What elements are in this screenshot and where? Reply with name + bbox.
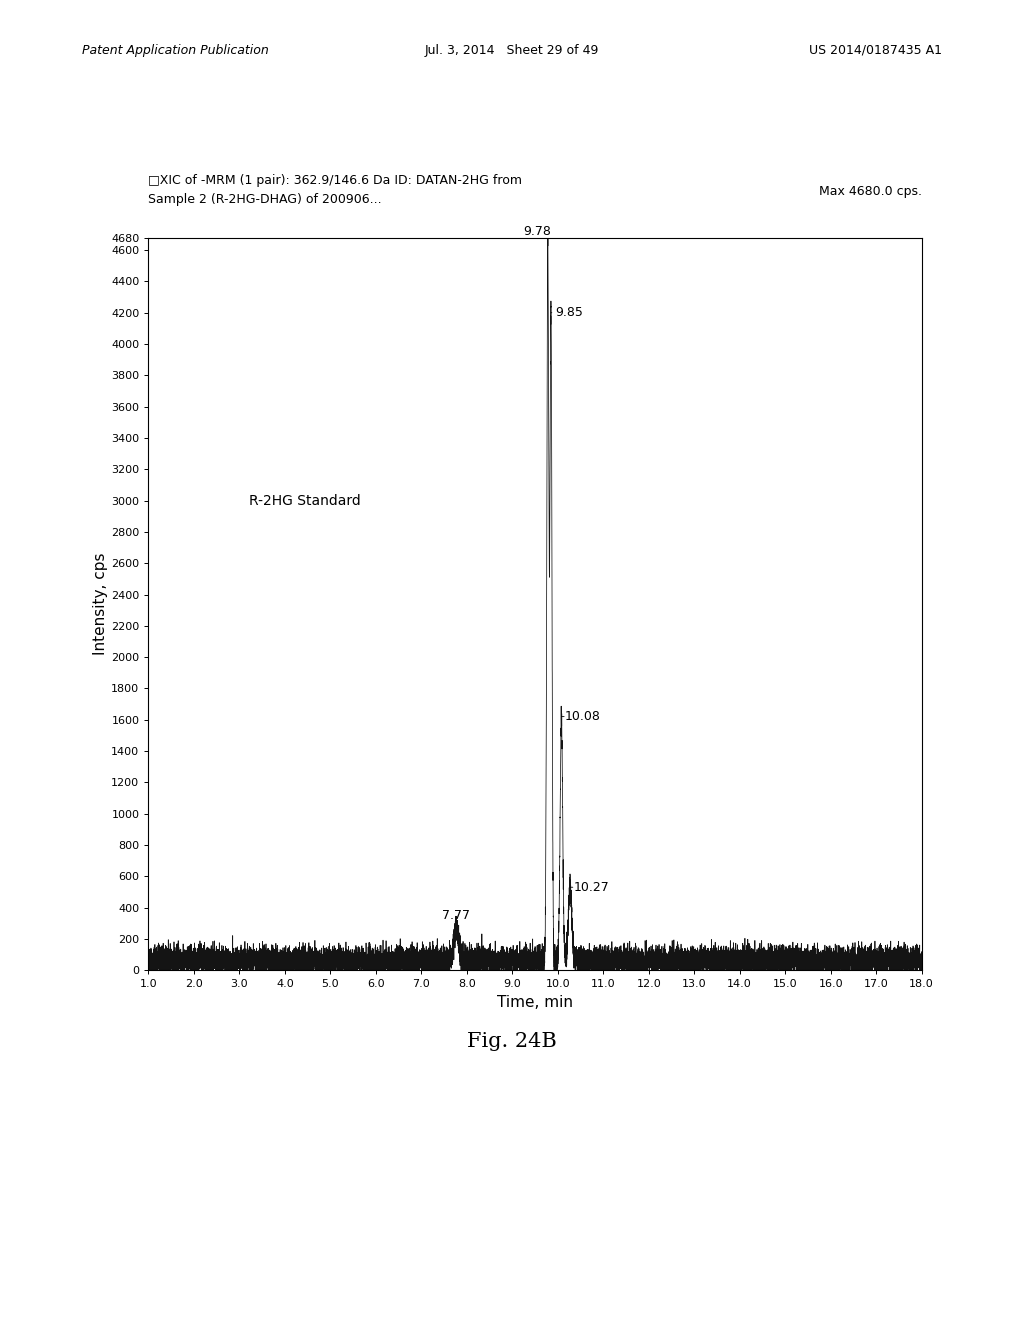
Text: Patent Application Publication: Patent Application Publication [82,44,268,57]
Y-axis label: Intensity, cps: Intensity, cps [93,553,109,655]
Text: US 2014/0187435 A1: US 2014/0187435 A1 [809,44,942,57]
Text: Sample 2 (R-2HG-DHAG) of 200906...: Sample 2 (R-2HG-DHAG) of 200906... [148,193,382,206]
Text: Fig. 24B: Fig. 24B [467,1032,557,1051]
X-axis label: Time, min: Time, min [497,995,573,1010]
Text: 9.85: 9.85 [555,306,583,319]
Text: Jul. 3, 2014   Sheet 29 of 49: Jul. 3, 2014 Sheet 29 of 49 [425,44,599,57]
Text: R-2HG Standard: R-2HG Standard [249,494,360,508]
Text: Max 4680.0 cps.: Max 4680.0 cps. [818,185,922,198]
Text: 10.08: 10.08 [564,710,600,723]
Text: □XIC of -MRM (1 pair): 362.9/146.6 Da ID: DATAN-2HG from: □XIC of -MRM (1 pair): 362.9/146.6 Da ID… [148,174,522,187]
Text: 7.77: 7.77 [442,908,470,921]
Text: 10.27: 10.27 [573,880,609,894]
Text: 9.78: 9.78 [523,224,551,238]
